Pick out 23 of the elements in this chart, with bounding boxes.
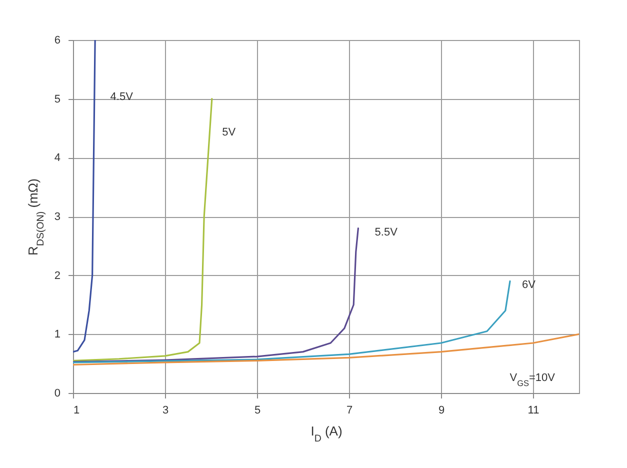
annotation: 4.5V: [110, 90, 134, 103]
x-tick-label: 9: [438, 404, 445, 416]
line-series: [73, 227, 359, 363]
y-tick-label: 0: [54, 388, 60, 400]
line-series: [73, 333, 579, 366]
y-tick-label: 6: [54, 34, 60, 46]
x-tick-label: 7: [346, 404, 353, 416]
y-tick-label: 1: [54, 328, 60, 341]
y-tick-label: 4: [54, 152, 60, 164]
line-series: [73, 280, 511, 364]
x-tick-label: 11: [528, 404, 540, 416]
y-tick-label: 3: [54, 211, 60, 223]
x-axis-title: I$_{D}$ (A): [310, 424, 342, 444]
y-tick-label: 5: [54, 93, 60, 106]
x-tick-label: 5: [254, 404, 261, 416]
x-tick-label: 3: [162, 404, 169, 416]
line-series: [73, 40, 96, 353]
y-tick-label: 2: [54, 270, 60, 282]
annotation: 6V: [522, 279, 536, 292]
annotation: 5V: [222, 126, 236, 138]
x-tick-label: 1: [74, 404, 80, 416]
annotation: V$_{GS}$=10V: [510, 372, 556, 388]
annotation: 5.5V: [374, 226, 398, 238]
